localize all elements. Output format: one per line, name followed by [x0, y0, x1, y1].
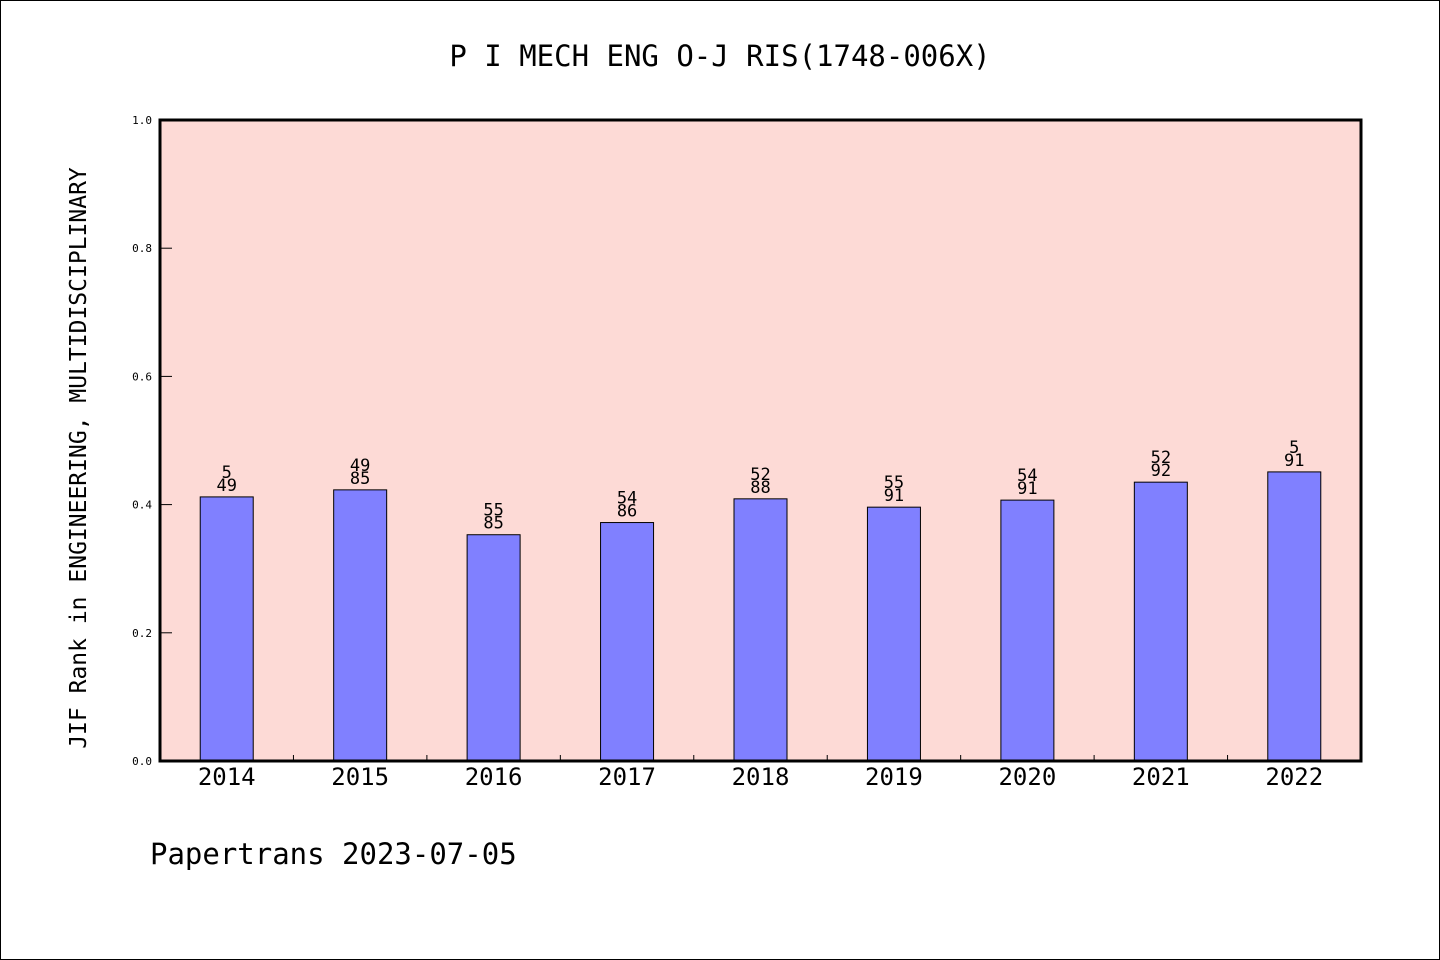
bar-2016: [466, 534, 521, 762]
bar-label-total-2018: 88: [750, 478, 770, 498]
y-tick-label-1: 0.2: [132, 627, 152, 640]
bar-label-total-2021: 92: [1151, 461, 1171, 481]
bar-2022: [1267, 471, 1322, 762]
x-tick-label-2020: 2020: [998, 763, 1056, 791]
y-axis-label: JIF Rank in ENGINEERING, MULTIDISCIPLINA…: [66, 167, 92, 749]
bar-2019: [866, 506, 921, 762]
chart-title: P I MECH ENG O-J RIS(1748-006X): [449, 39, 990, 73]
bar-label-rank-2018: 52: [750, 465, 770, 485]
bar-label-total-2014: 49: [216, 476, 236, 496]
bar-label-total-2020: 91: [1017, 479, 1037, 499]
bar-2021: [1133, 481, 1188, 762]
x-tick-label-2016: 2016: [465, 763, 523, 791]
x-tick-label-2019: 2019: [865, 763, 923, 791]
y-tick-label-3: 0.6: [132, 370, 152, 383]
bar-label-total-2015: 85: [350, 469, 370, 489]
bar-label-total-2022: 91: [1284, 451, 1304, 471]
bar-label-rank-2015: 49: [350, 456, 370, 476]
y-tick-label-0: 0.0: [132, 755, 152, 768]
plot-border: [158, 118, 1363, 763]
x-tick-label-2014: 2014: [198, 763, 256, 791]
x-tick-label-2017: 2017: [598, 763, 656, 791]
y-tick-label-5: 1.0: [132, 114, 152, 127]
bar-label-rank-2017: 54: [617, 489, 637, 509]
x-tick-label-2015: 2015: [331, 763, 389, 791]
bar-2020: [1000, 499, 1055, 762]
bar-label-total-2017: 86: [617, 502, 637, 522]
bar-label-rank-2020: 54: [1017, 466, 1037, 486]
x-tick-label-2021: 2021: [1132, 763, 1190, 791]
bar-label-rank-2014: 5: [222, 463, 232, 483]
y-tick-label-2: 0.4: [132, 499, 152, 512]
y-tick-label-4: 0.8: [132, 242, 152, 255]
x-tick-label-2018: 2018: [732, 763, 790, 791]
bar-2018: [733, 498, 788, 762]
x-tick-label-2022: 2022: [1265, 763, 1323, 791]
bar-label-rank-2021: 52: [1151, 448, 1171, 468]
bar-2015: [333, 489, 388, 762]
footer-text: Papertrans 2023-07-05: [150, 837, 517, 871]
bar-label-rank-2016: 55: [483, 501, 503, 521]
bar-label-rank-2022: 5: [1289, 438, 1299, 458]
bar-label-total-2019: 91: [884, 486, 904, 506]
bar-label-rank-2019: 55: [884, 473, 904, 493]
bar-2014: [199, 496, 254, 762]
bar-2017: [600, 522, 655, 762]
bar-label-total-2016: 85: [483, 514, 503, 534]
